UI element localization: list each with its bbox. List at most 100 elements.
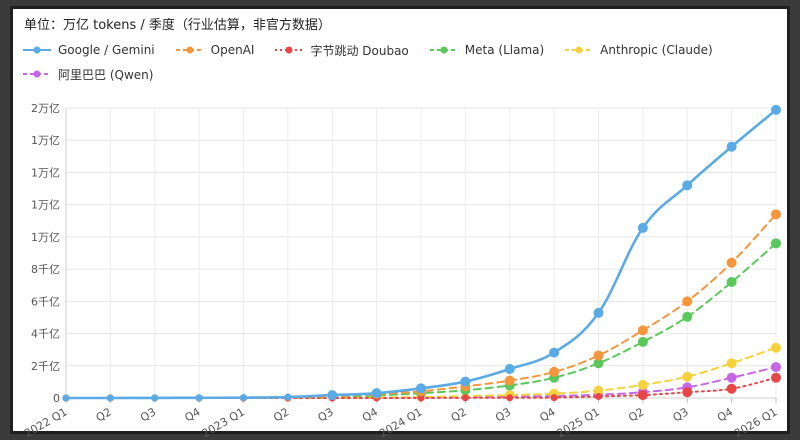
data-point xyxy=(682,311,693,322)
y-tick-label: 4千亿 xyxy=(31,328,60,341)
data-point xyxy=(327,390,338,401)
data-point xyxy=(595,392,602,400)
data-point xyxy=(682,371,693,382)
x-tick-label: 2024 Q1 xyxy=(377,405,424,440)
unit-note: 单位：万亿 tokens / 季度（行业估算，非官方数据） xyxy=(24,18,331,33)
legend-swatch xyxy=(175,46,204,54)
data-point xyxy=(771,104,781,115)
data-point xyxy=(637,390,648,401)
series-1 xyxy=(62,209,781,402)
data-point xyxy=(593,307,604,318)
legend-swatch xyxy=(23,70,51,78)
legend-label: 阿里巴巴 (Qwen) xyxy=(58,67,154,82)
data-point xyxy=(771,342,781,353)
x-tick-label: Q2 xyxy=(626,405,646,424)
y-tick-label: 1万亿 xyxy=(31,134,60,147)
x-tick-label: 2023 Q1 xyxy=(200,405,247,440)
data-point xyxy=(284,393,292,401)
y-tick-label: 2万亿 xyxy=(31,102,60,115)
y-tick-label: 1万亿 xyxy=(31,199,60,212)
legend-swatch-dot xyxy=(575,46,583,54)
data-point xyxy=(726,141,737,152)
x-tick-label: Q2 xyxy=(449,405,469,424)
legend-swatch xyxy=(275,46,304,54)
data-point xyxy=(726,358,737,369)
legend-swatch-dot xyxy=(440,46,448,54)
legend-item[interactable]: Meta (Llama) xyxy=(429,43,544,57)
data-point xyxy=(771,372,781,383)
legend: Google / Gemini OpenAI 字节跳动 Doubao Meta (Ll… xyxy=(22,38,782,86)
data-point xyxy=(416,383,426,394)
legend-item[interactable]: OpenAI xyxy=(175,43,255,57)
legend-row: 阿里巴巴 (Qwen) xyxy=(22,62,782,86)
data-point xyxy=(240,394,247,402)
data-point xyxy=(637,222,648,233)
data-point xyxy=(504,364,515,374)
data-point xyxy=(549,347,560,358)
legend-label: Meta (Llama) xyxy=(464,43,545,57)
data-point xyxy=(637,325,648,336)
legend-item[interactable]: 字节跳动 Doubao xyxy=(274,42,409,59)
y-tick-label: 0 xyxy=(53,392,60,405)
legend-item[interactable]: Google / Gemini xyxy=(22,43,155,57)
data-point xyxy=(637,379,648,390)
data-point xyxy=(550,394,558,402)
legend-swatch xyxy=(23,46,51,54)
data-point xyxy=(460,376,471,387)
legend-label: OpenAI xyxy=(210,43,255,57)
legend-swatch-dot xyxy=(33,46,41,54)
data-point xyxy=(504,375,515,386)
legend-swatch-dot xyxy=(33,70,41,78)
x-tick-label: Q3 xyxy=(493,405,513,424)
data-point xyxy=(461,394,469,402)
data-point xyxy=(771,238,781,249)
legend-swatch xyxy=(565,46,594,54)
data-point xyxy=(106,394,114,402)
y-tick-label: 6千亿 xyxy=(31,295,60,308)
data-point xyxy=(549,366,560,377)
x-tick-label: 2025 Q1 xyxy=(555,405,602,440)
legend-item[interactable]: 阿里巴巴 (Qwen) xyxy=(22,66,153,83)
data-point xyxy=(682,296,693,307)
x-tick-label: Q2 xyxy=(271,405,291,424)
x-tick-label: Q4 xyxy=(360,405,380,424)
legend-label: Anthropic (Claude) xyxy=(600,43,713,57)
data-point xyxy=(195,394,203,402)
data-point xyxy=(682,387,693,398)
series-layer xyxy=(62,104,781,402)
x-tick-label: 2026 Q1 xyxy=(732,405,779,440)
data-point xyxy=(726,383,737,394)
legend-item[interactable]: Anthropic (Claude) xyxy=(564,43,713,57)
x-tick-label: Q4 xyxy=(715,405,735,424)
legend-row: Google / Gemini OpenAI 字节跳动 Doubao Meta (Ll… xyxy=(22,38,782,62)
x-tick-label: Q3 xyxy=(138,405,158,424)
x-tick-label: Q4 xyxy=(538,405,558,424)
chart-frame xyxy=(10,6,790,434)
data-point xyxy=(726,372,737,383)
x-tick-label: 2022 Q1 xyxy=(22,405,69,440)
data-point xyxy=(506,394,514,402)
x-tick-label: Q4 xyxy=(183,405,203,424)
data-point xyxy=(637,336,648,347)
data-point xyxy=(62,394,70,402)
x-tick-label: Q3 xyxy=(671,405,691,424)
data-point xyxy=(371,388,382,399)
legend-label: 字节跳动 Doubao xyxy=(310,43,409,58)
x-tick-label: Q3 xyxy=(316,405,336,424)
data-point xyxy=(417,394,425,402)
legend-swatch-dot xyxy=(186,46,194,54)
y-tick-label: 2千亿 xyxy=(31,360,60,373)
data-point xyxy=(726,277,737,287)
y-tick-label: 8千亿 xyxy=(31,263,60,276)
y-tick-label: 1万亿 xyxy=(31,231,60,244)
grid-layer xyxy=(65,107,777,399)
data-point xyxy=(682,180,693,191)
series-0 xyxy=(62,104,781,402)
data-point xyxy=(726,257,737,268)
data-point xyxy=(593,358,604,369)
data-point xyxy=(593,350,604,361)
data-point xyxy=(771,362,781,373)
legend-swatch xyxy=(429,46,458,54)
data-point xyxy=(771,209,781,220)
